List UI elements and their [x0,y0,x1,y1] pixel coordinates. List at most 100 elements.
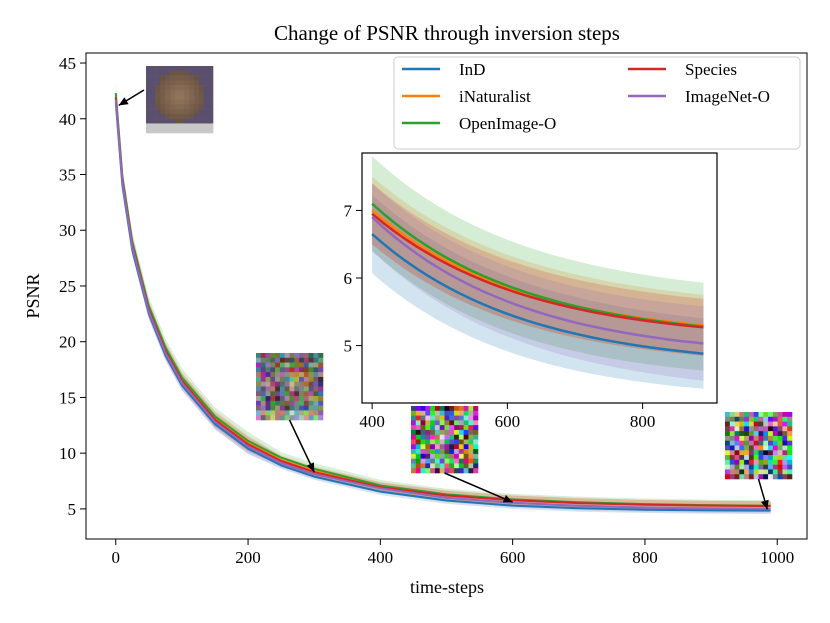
thumbnail-pixel [772,455,778,461]
thumbnail-pixel [434,425,441,431]
thumbnail-pixel [753,421,759,427]
thumbnail-pixel [193,104,199,110]
thumbnail-pixel [458,425,464,431]
step-thumbnails [118,66,793,510]
thumbnail-pixel [303,410,309,416]
thumbnail-pixel [155,99,161,105]
thumbnail-pixel [294,357,300,363]
thumbnail-pixel [772,421,778,427]
thumbnail-pixel [208,109,214,115]
thumbnail-pixel [155,66,161,72]
thumbnail-pixel [289,410,295,416]
thumbnail-pixel [744,440,750,446]
thumbnail-pixel [473,425,479,431]
thumbnail-pixel [463,434,469,440]
thumbnail-pixel [179,104,185,110]
thumbnail-pixel [169,75,176,81]
thumbnail-pixel [787,455,793,461]
thumbnail-pixel [787,416,793,422]
thumbnail-pixel [434,444,441,450]
main-axes: 0 200 400 600 800 1000 5 10 15 20 25 30 35 40 45 [59,52,808,567]
chart-title: Change of PSNR through inversion steps [274,21,620,45]
thumbnail-pixel [768,421,774,427]
thumbnail-pixel [279,396,286,402]
thumbnail-pixel [184,85,190,91]
thumbnail-pixel [275,353,281,359]
thumbnail-pixel [758,416,764,422]
thumbnail-pixel [155,104,161,110]
thumbnail-pixel [748,440,755,446]
thumbnail-pixel [318,376,324,383]
thumbnail-pixel [449,406,455,412]
thumbnail-pixel [753,412,759,418]
thumbnail-pixel [439,463,445,469]
thumbnail-pixel [449,439,455,445]
thumbnail-pixel [425,439,431,445]
thumbnail-pixel [146,113,152,119]
thumbnail-pixel [444,415,450,421]
thumbnail-pixel [270,410,276,416]
thumbnail-pixel [449,425,455,431]
thumbnail-pixel [198,75,204,81]
thumbnail-pixel [189,70,195,76]
thumbnail-pixel [279,381,286,387]
thumbnail-pixel [275,405,281,411]
thumbnail-pixel [270,357,276,363]
thumbnail-pixel [260,376,266,383]
thumbnail-pixel [430,410,436,416]
thumbnail-pixel [444,444,450,450]
thumbnail-pixel [425,463,431,469]
thumbnail-pixel [787,426,793,432]
thumbnail-pixel [768,469,774,475]
thumbnail-pixel [458,434,464,440]
thumbnail-step-300 [256,353,324,473]
thumbnail-arrow [444,472,513,503]
thumbnail-pixel [303,362,309,368]
thumbnail-pixel [275,415,281,421]
thumbnail-pixel [768,459,774,465]
y-tick-label: 20 [59,333,76,352]
x-tick-label: 0 [112,548,121,567]
thumbnail-pixel [279,400,286,406]
thumbnail-pixel [430,463,436,469]
thumbnail-pixel [265,381,271,387]
thumbnail-pixel [430,415,436,421]
thumbnail-pixel [425,449,431,455]
thumbnail-pixel [420,463,426,469]
thumbnail-pixel [318,415,324,421]
thumbnail-pixel [203,70,209,76]
thumbnail-pixel [265,367,271,373]
thumbnail-pixel [430,439,436,445]
thumbnail-pixel [449,434,455,440]
thumbnail-pixel [265,396,271,402]
thumbnail-pixel [160,104,166,110]
thumbnail-pixel [725,440,731,446]
thumbnail-pixel [415,406,421,412]
thumbnail-pixel [289,367,295,373]
thumbnail-pixel [463,468,469,474]
thumbnail-pixel [734,450,740,456]
thumbnail-pixel [734,445,740,451]
thumbnail-pixel [189,113,195,119]
thumbnail-pixel [265,415,271,421]
thumbnail-pixel [411,425,417,431]
thumbnail-pixel [444,410,450,416]
thumbnail-pixel [284,367,290,373]
thumbnail-pixel [739,459,745,465]
thumbnail-pixel [439,434,445,440]
thumbnail-pixel [454,463,460,469]
thumbnail-pixel [734,469,740,475]
thumbnail-pixel [150,109,156,115]
thumbnail-pixel [772,416,778,422]
thumbnail-pixel [468,468,474,474]
thumbnail-pixel [284,415,290,421]
thumbnail-step-600 [411,406,513,503]
thumbnail-pixel [439,410,445,416]
thumbnail-pixel [179,94,185,100]
thumbnail-pixel [155,89,161,96]
thumbnail-pixel [165,66,171,72]
thumbnail-pixel [150,113,156,119]
thumbnail-pixel [777,421,783,427]
thumbnail-pixel [725,431,731,437]
thumbnail-pixel [473,410,479,416]
